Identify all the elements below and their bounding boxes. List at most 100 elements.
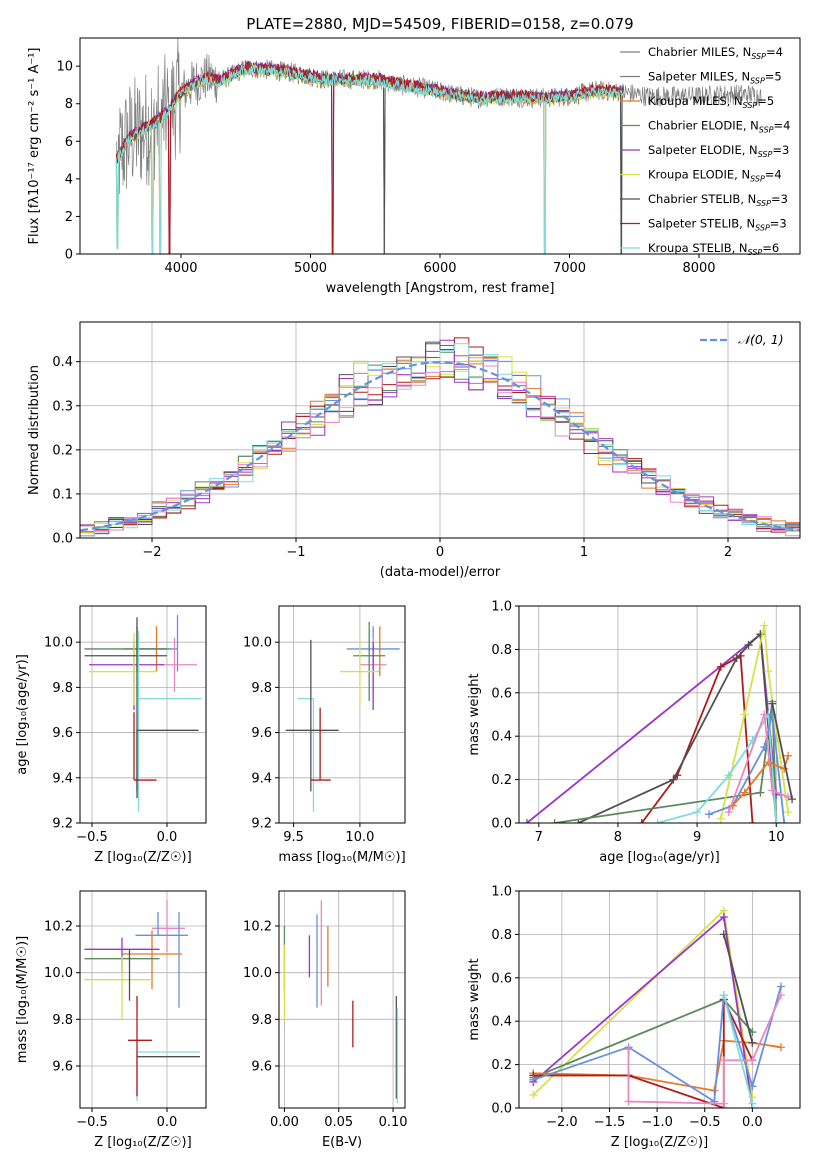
legend-label: Chabrier ELODIE, NSSP=4 (648, 119, 790, 135)
y-tick-label: 10.2 (243, 920, 272, 935)
weight-marker (669, 775, 678, 784)
weight-marker (776, 991, 785, 1000)
y-tick-label: 10 (56, 60, 73, 75)
y-tick-label: 0.4 (52, 355, 73, 370)
weight-marker (784, 751, 793, 760)
y-axis-label: age [log₁₀(age/yr)] (15, 654, 30, 775)
axes-frame (518, 605, 801, 824)
axes-frame (79, 890, 207, 1109)
x-tick-label: 9.5 (283, 830, 304, 845)
weight-marker (704, 810, 713, 819)
y-axis-label: mass [log₁₀(M/M☉)] (15, 936, 30, 1063)
x-tick-label: 5000 (294, 261, 327, 276)
x-tick-label: 9 (693, 830, 701, 845)
weight-marker (760, 710, 769, 719)
y-tick-label: 9.6 (251, 1060, 272, 1075)
legend-label: Chabrier STELIB, NSSP=3 (648, 192, 788, 208)
weight-vs-age-axes: 7 8 9 10 0.0 0.2 0.4 0.6 0.8 1.0 age [log₁₀(age/yr… (467, 600, 801, 865)
age-vs-z-axes: −0.5 0.0 9.2 9.4 9.6 9.8 10.0 Z [log₁₀(Z/Z☉)] ag… (15, 605, 207, 865)
x-tick-label: 10 (768, 830, 785, 845)
x-tick-label: −0.5 (76, 1115, 108, 1130)
x-tick-label: −2.0 (546, 1115, 578, 1130)
weight-marker (719, 930, 728, 939)
y-axis-label: Flux [fλ10⁻¹⁷ erg cm⁻² s⁻¹ A⁻¹] (27, 48, 42, 245)
weight-marker (624, 1045, 633, 1054)
weight-series-line (533, 986, 782, 1104)
legend-label: Kroupa STELIB, NSSP=6 (648, 241, 779, 257)
weight-marker (529, 1075, 538, 1084)
x-tick-label: −0.5 (76, 830, 108, 845)
spectrum-plot (115, 38, 762, 254)
legend-label: Chabrier MILES, NSSP=4 (648, 45, 783, 61)
legend-label: 𝒩(0, 1) (738, 332, 784, 347)
y-tick-label: 9.8 (251, 681, 272, 696)
x-tick-label: 2 (724, 545, 732, 560)
weight-marker (719, 913, 728, 922)
y-tick-label: 0.2 (52, 443, 73, 458)
mass-vs-ebv-axes: 0.00 0.05 0.10 9.6 9.8 10.0 10.2 E(B-V) (243, 890, 408, 1150)
x-axis-label: (data-model)/error (380, 565, 501, 580)
weight-series-line (657, 711, 778, 823)
weight-marker (764, 667, 773, 676)
weight-marker (529, 1090, 538, 1099)
y-tick-label: 9.4 (251, 771, 272, 786)
x-axis-label: wavelength [Angstrom, rest frame] (326, 281, 555, 296)
y-tick-label: 9.4 (52, 771, 73, 786)
errorbar-point (340, 637, 380, 706)
y-tick-label: 9.2 (52, 817, 73, 832)
histogram-axes: −2 −1 0 1 2 0.0 0.1 0.2 0.3 0.4 (data-model)/error… (27, 321, 801, 580)
weight-marker (748, 1056, 757, 1065)
weight-vs-z-axes: −2.0 −1.5 −1.0 −0.5 0.0 0.0 0.2 0.4 0.6 0.8 1.0 Z [… (467, 885, 801, 1150)
weight-marker (719, 1099, 728, 1108)
y-tick-label: 9.8 (52, 681, 73, 696)
mass-vs-ebv-plot (283, 900, 399, 1104)
weight-marker (522, 819, 531, 823)
weight-marker (772, 819, 781, 823)
x-tick-label: 0.10 (379, 1115, 408, 1130)
x-tick-label: 1 (580, 545, 588, 560)
weight-marker (740, 788, 749, 797)
y-axis-label: mass weight (467, 673, 482, 755)
x-tick-label: 8 (614, 830, 622, 845)
x-axis-label: E(B-V) (322, 1135, 362, 1150)
x-tick-label: 8000 (682, 261, 715, 276)
y-tick-label: 9.6 (52, 1060, 73, 1075)
weight-marker (788, 795, 797, 804)
axes-frame (278, 890, 406, 1109)
errorbar-point (84, 956, 152, 1020)
weight-marker (748, 1082, 757, 1091)
y-tick-label: 4 (65, 172, 73, 187)
x-tick-label: −1.0 (641, 1115, 673, 1130)
y-tick-label: 1.0 (491, 600, 512, 615)
weight-marker (768, 699, 777, 708)
axes-frame (518, 890, 801, 1109)
y-axis-label: mass weight (467, 958, 482, 1040)
weight-marker (719, 1056, 728, 1065)
weight-marker (732, 654, 741, 663)
x-tick-label: 0.0 (157, 830, 178, 845)
weight-marker (693, 808, 702, 817)
x-tick-label: 7 (535, 830, 543, 845)
weight-marker (748, 1099, 757, 1108)
legend-label: Kroupa ELODIE, NSSP=4 (648, 168, 782, 184)
y-tick-label: 0.8 (491, 643, 512, 658)
weight-marker (748, 819, 757, 823)
x-tick-label: 0.0 (742, 1115, 763, 1130)
y-tick-label: 10.0 (44, 966, 73, 981)
weight-marker (748, 1038, 757, 1047)
x-tick-label: 10.0 (345, 830, 374, 845)
axes-frame (278, 605, 406, 824)
weight-marker (550, 819, 559, 823)
age-vs-mass-plot (285, 621, 400, 812)
y-tick-label: 9.8 (52, 1013, 73, 1028)
weight-marker (784, 808, 793, 817)
errorbar-point (159, 637, 197, 692)
mass-vs-z-plot (84, 900, 200, 1101)
legend-label: Salpeter STELIB, NSSP=3 (648, 217, 787, 233)
x-axis-label: Z [log₁₀(Z/Z☉)] (94, 850, 191, 865)
weight-marker (716, 814, 725, 823)
x-tick-label: −0.5 (689, 1115, 721, 1130)
errorbar-point (128, 996, 152, 1097)
x-tick-label: 0 (436, 545, 444, 560)
legend-label: Salpeter MILES, NSSP=5 (648, 70, 782, 86)
